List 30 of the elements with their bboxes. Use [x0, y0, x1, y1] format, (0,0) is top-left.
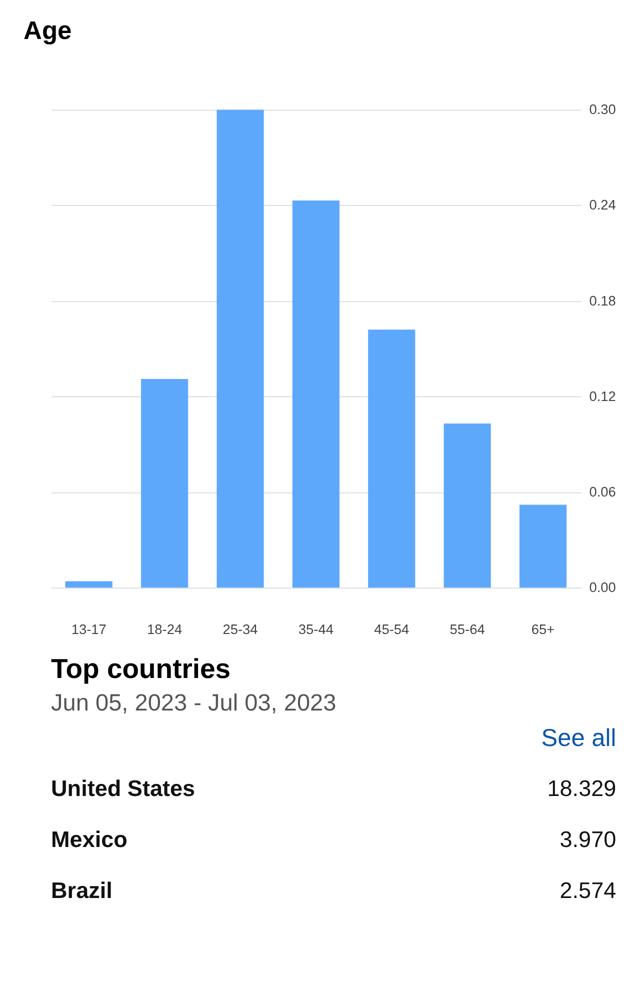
x-tick-label: 35-44	[298, 622, 334, 638]
text: Top countries	[51, 652, 231, 684]
x-tick-label: 55-64	[450, 622, 486, 638]
bar	[141, 378, 188, 588]
y-tick-label: 0.30	[589, 102, 616, 118]
text: Jun 05, 2023 - Jul 03, 2023	[51, 689, 336, 716]
text: Brazil	[51, 878, 112, 903]
y-tick-label: 0.24	[589, 198, 616, 213]
x-tick-label: 45-54	[374, 622, 410, 638]
bar	[444, 424, 491, 588]
bar	[519, 504, 567, 588]
text: See all	[541, 724, 616, 752]
y-tick-label: 0.06	[589, 484, 616, 500]
x-tick-label: 13-17	[71, 622, 106, 638]
text: 2.574	[560, 878, 616, 903]
bar	[65, 581, 112, 588]
x-tick-label: 25-34	[222, 622, 258, 638]
text: Mexico	[51, 826, 128, 852]
chart-title: Age	[24, 17, 72, 46]
y-tick-label: 0.18	[589, 293, 616, 308]
bar	[216, 110, 264, 588]
bar	[292, 200, 340, 588]
text: 18.329	[547, 776, 616, 801]
y-tick-label: 0.00	[589, 580, 616, 596]
y-tick-label: 0.12	[589, 388, 616, 404]
bar	[368, 330, 416, 588]
x-tick-label: 65+	[531, 622, 555, 638]
x-tick-label: 18-24	[147, 622, 182, 638]
text: 3.970	[560, 826, 616, 852]
text: United States	[51, 776, 196, 801]
